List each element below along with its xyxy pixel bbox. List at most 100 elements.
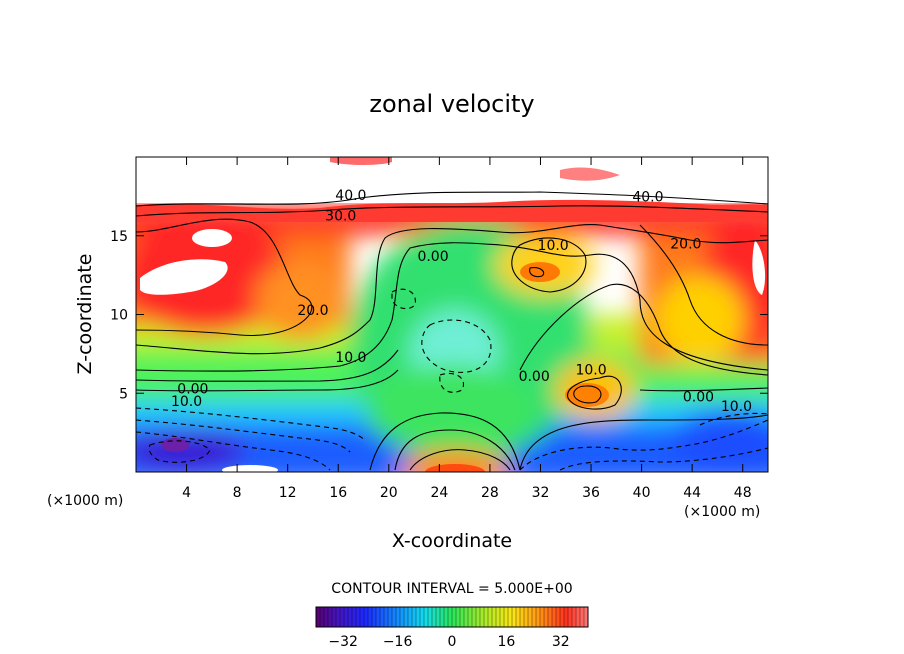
colorbar-cell	[500, 607, 505, 627]
colorbar-cell	[368, 607, 373, 627]
colorbar-cell	[412, 607, 417, 627]
x-tick-label: 8	[233, 485, 242, 501]
field-center-green-lower	[365, 365, 535, 455]
dashed-contours	[136, 288, 768, 471]
x-tick-label: 28	[481, 485, 499, 501]
colorbar-cell	[444, 607, 449, 627]
x-unit-right: (×1000 m)	[684, 504, 760, 520]
colorbar-cell	[400, 607, 405, 627]
contour-line	[567, 375, 622, 410]
colorbar-cell	[364, 607, 369, 627]
field-white-hole-right	[752, 240, 766, 295]
colorbar-cell	[408, 607, 413, 627]
colorbar-cell	[424, 607, 429, 627]
colorbar-cells	[315, 607, 589, 627]
colorbar-cell	[564, 607, 569, 627]
field-white-hole-left-upper	[192, 229, 232, 247]
colorbar-cell	[464, 607, 469, 627]
colorbar-cell	[452, 607, 457, 627]
colorbar-cell	[352, 607, 357, 627]
colorbar-cell	[572, 607, 577, 627]
colorbar-cell	[332, 607, 337, 627]
colorbar-cell	[432, 607, 437, 627]
colorbar-ticks: −32 −16 0 16 32	[328, 634, 569, 650]
colorbar-cell	[428, 607, 433, 627]
contour-label: 10.0	[575, 363, 606, 379]
x-tick-label: 20	[380, 485, 398, 501]
x-tick-label: 48	[734, 485, 752, 501]
colorbar-cell	[484, 607, 489, 627]
contour-line	[699, 412, 768, 426]
x-tick-label: 16	[329, 485, 347, 501]
contour-line	[409, 449, 511, 471]
y-tick-label: 15	[110, 229, 128, 245]
colorbar-cell	[324, 607, 329, 627]
contour-line	[394, 429, 516, 471]
contour-label: 0.00	[417, 249, 448, 265]
colorbar-tick-label: 0	[448, 634, 457, 650]
colorbar-cell	[440, 607, 445, 627]
field-top-red-edge	[136, 199, 768, 222]
colorbar-cell	[356, 607, 361, 627]
colorbar-cell	[580, 607, 585, 627]
field-bottom-red-spot	[425, 464, 485, 472]
field-top-pink-wisp	[560, 167, 620, 181]
colorbar-cell	[388, 607, 393, 627]
colorbar-cell	[392, 607, 397, 627]
contour-line	[136, 349, 399, 382]
contour-line	[148, 440, 211, 463]
contour-line	[639, 387, 768, 392]
contour-line	[136, 369, 399, 392]
x-tick-label: 12	[279, 485, 297, 501]
field-hot-spot-1	[520, 262, 560, 282]
contour-line	[519, 414, 768, 471]
colorbar-cell	[420, 607, 425, 627]
colorbar-cell	[348, 607, 353, 627]
y-tick-label: 5	[119, 386, 128, 402]
contour-label: 40.0	[335, 188, 366, 204]
colorbar-cell	[340, 607, 345, 627]
colorbar-cell	[380, 607, 385, 627]
colorbar-cell	[336, 607, 341, 627]
chart-title: zonal velocity	[369, 90, 534, 118]
contour-line	[136, 242, 768, 372]
colorbar-cell	[460, 607, 465, 627]
y-axis-title: Z-coordinate	[74, 254, 96, 375]
y-axis: 5 10 15	[110, 229, 768, 402]
colorbar-cell	[448, 607, 453, 627]
contour-line	[136, 218, 313, 337]
contour-label: 20.0	[297, 303, 328, 319]
colorbar-cell	[544, 607, 549, 627]
colorbar-cell	[476, 607, 481, 627]
colorbar-cell	[360, 607, 365, 627]
contour-label: 10.0	[171, 394, 202, 410]
colorbar-cell	[540, 607, 545, 627]
contour-interval-label: CONTOUR INTERVAL = 5.000E+00	[331, 581, 572, 597]
colorbar-cell	[320, 607, 325, 627]
contour-label: 0.00	[519, 369, 550, 385]
colorbar-cell	[488, 607, 493, 627]
contour-line	[136, 205, 768, 217]
contour-line	[511, 237, 587, 293]
colorbar-cell	[524, 607, 529, 627]
field-white-hole-left-lower	[140, 259, 228, 295]
colorbar-cell	[376, 607, 381, 627]
colorbar-cell	[556, 607, 561, 627]
x-axis-title: X-coordinate	[392, 530, 512, 552]
colorbar-cell	[328, 607, 333, 627]
contour-line	[136, 431, 331, 471]
colorbar-cell	[396, 607, 401, 627]
x-tick-label: 4	[182, 485, 191, 501]
contour-label: 0.00	[177, 382, 208, 398]
colorbar: −32 −16 0 16 32	[315, 606, 589, 650]
colorbar-cell	[508, 607, 513, 627]
colorbar-tick-label: 16	[497, 634, 515, 650]
contour-line	[519, 283, 768, 376]
colorbar-cell	[436, 607, 441, 627]
colorbar-cell	[316, 607, 321, 627]
colorbar-cell	[532, 607, 537, 627]
contour-line	[573, 385, 602, 404]
contour-label: 30.0	[325, 208, 356, 224]
colorbar-cell	[520, 607, 525, 627]
